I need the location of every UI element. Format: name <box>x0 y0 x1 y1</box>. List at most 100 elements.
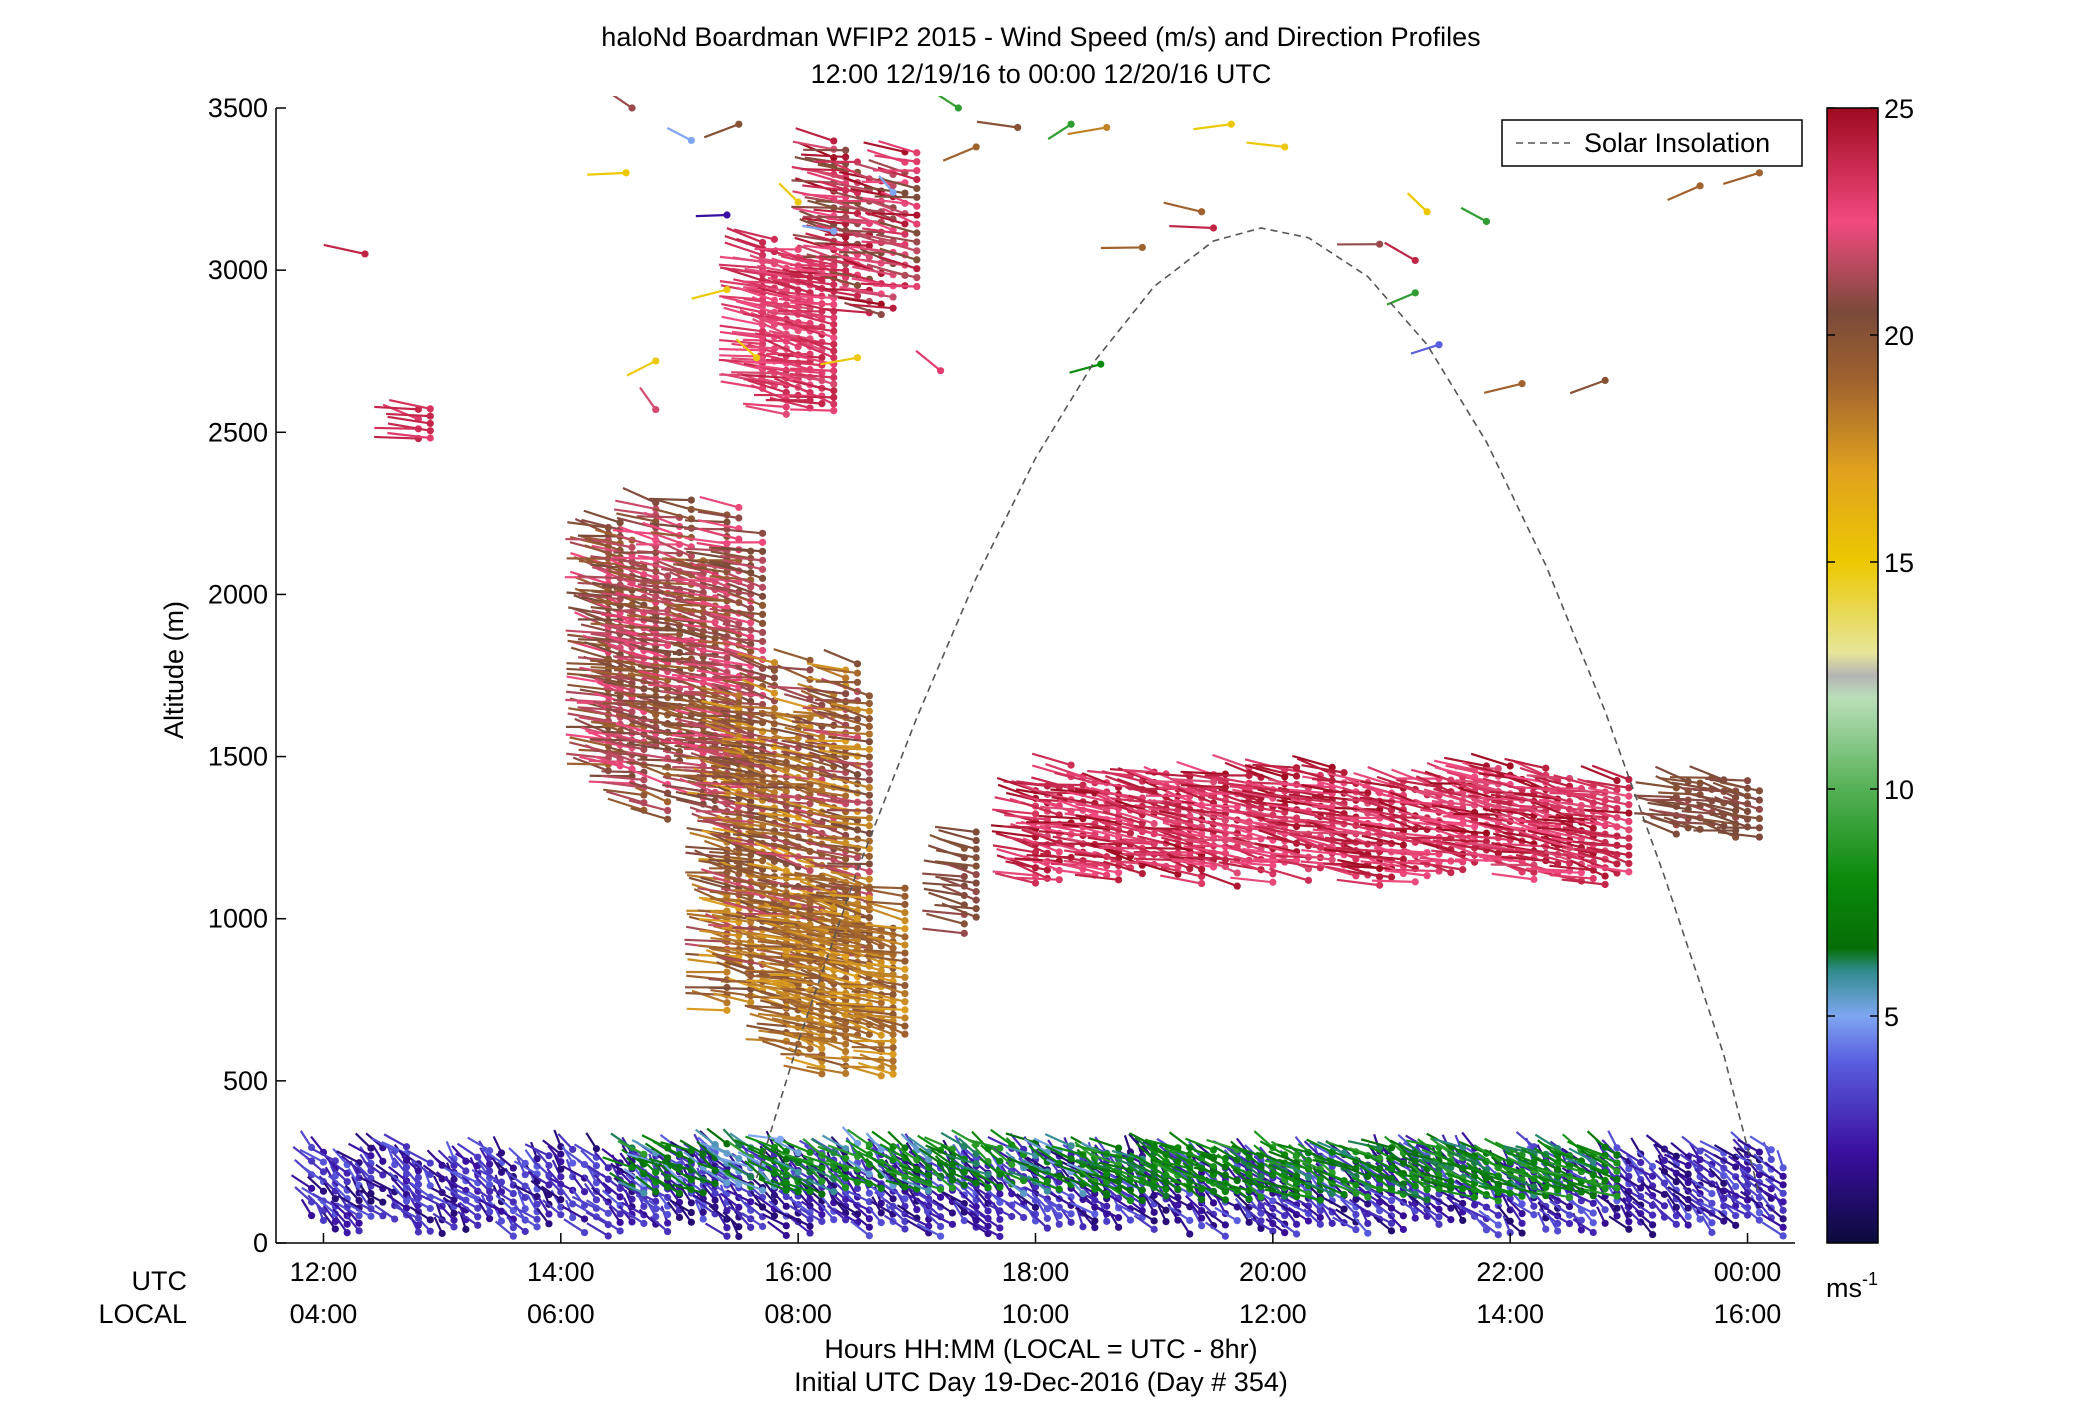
wind-barb-dot <box>972 1160 980 1168</box>
wind-barb-dot <box>569 1159 577 1167</box>
wind-barb-dot <box>806 1215 814 1224</box>
wind-barb-dot <box>723 1232 731 1240</box>
wind-barb-dot <box>1518 1219 1526 1227</box>
wind-barb-dot <box>1494 1221 1502 1229</box>
wind-barb-shaft <box>495 1152 515 1169</box>
wind-barb-dot <box>1494 1197 1502 1205</box>
wind-barb-dot <box>426 1227 434 1235</box>
wind-barb-dot <box>948 1209 957 1217</box>
wind-barb-dot <box>664 572 672 580</box>
wind-barb-dot <box>1613 1192 1621 1200</box>
wind-barb-dot <box>1613 1204 1621 1212</box>
wind-barb-dot <box>557 1203 565 1211</box>
wind-barb-dot <box>628 1195 636 1203</box>
wind-barb-dot <box>1103 1191 1111 1199</box>
wind-barb-shaft <box>549 1177 574 1192</box>
wind-barb-shaft <box>625 625 668 630</box>
wind-barb-dot <box>664 806 672 815</box>
wind-barb-dot <box>486 1160 494 1168</box>
wind-barb-shaft <box>649 497 692 502</box>
wind-barb-shaft <box>816 707 858 712</box>
wind-barb-dot <box>865 776 873 784</box>
wind-barb-dot <box>1637 1158 1645 1167</box>
wind-barb-dot <box>545 1152 553 1160</box>
wind-barb-dot <box>1565 1193 1574 1201</box>
wind-barb-dot <box>1755 1148 1763 1156</box>
wind-barb-shaft <box>563 1218 586 1234</box>
wind-barb-dot <box>414 1167 423 1175</box>
wind-barb-dot <box>1648 1211 1657 1219</box>
wind-barb-dot <box>925 1187 933 1195</box>
wind-barb-dot <box>865 783 873 792</box>
wind-barb-shaft <box>386 1193 408 1209</box>
wind-barb-dot <box>1660 1202 1669 1210</box>
wind-barb-dot <box>723 1224 731 1232</box>
wind-barb-shaft <box>923 1210 942 1228</box>
wind-barb-dot <box>782 1231 790 1240</box>
wind-barb-dot <box>616 1210 624 1218</box>
wind-barb-dot <box>853 724 862 733</box>
wind-barb-dot <box>379 1157 387 1165</box>
wind-barb-dot <box>331 1225 339 1233</box>
wind-barb-dot <box>1304 1173 1313 1181</box>
wind-barb-dot <box>818 1217 826 1225</box>
wind-barb-dot <box>723 1179 731 1187</box>
wind-barb-dot <box>984 1170 992 1179</box>
wind-barb-shaft <box>401 1155 420 1172</box>
wind-barb-dot <box>1613 1212 1621 1220</box>
wind-barb-dot <box>1150 1208 1158 1216</box>
wind-barb-shaft <box>916 1222 942 1238</box>
wind-barb-dot <box>367 1152 375 1160</box>
wind-barb-shaft <box>331 1182 348 1200</box>
wind-barb-dot <box>1340 1190 1348 1199</box>
wind-barb-shaft <box>508 1147 526 1165</box>
wind-barb-shaft <box>601 1189 621 1207</box>
wind-barb-dot <box>1732 1163 1740 1171</box>
wind-barb-dot <box>1411 1214 1419 1222</box>
wind-barb-dot <box>1779 1215 1787 1223</box>
wind-barb-dot <box>794 1168 802 1176</box>
wind-barb-shaft <box>337 1194 360 1210</box>
wind-barb-dot <box>758 601 767 609</box>
wind-barb-dot <box>996 1183 1004 1191</box>
wind-barb-dot <box>545 1181 553 1189</box>
wind-barb-shaft <box>1133 1207 1155 1222</box>
wind-barb-shaft <box>637 758 680 762</box>
wind-barb-dot <box>996 1190 1004 1198</box>
wind-barb-dot <box>1660 1156 1669 1165</box>
wind-barb-dot <box>1732 1221 1740 1229</box>
wind-barb-dot <box>830 1188 838 1196</box>
wind-barb-dot <box>1589 1192 1597 1200</box>
wind-barb-dot <box>1672 1220 1680 1228</box>
wind-barb-dot <box>723 1207 731 1215</box>
wind-barb-dot <box>379 1171 387 1179</box>
wind-barb-dot <box>1708 1228 1716 1237</box>
wind-barb-dot <box>1589 1199 1597 1207</box>
wind-barb-dot <box>1494 1211 1502 1219</box>
wind-barb-dot <box>402 1204 411 1212</box>
wind-barb-dot <box>1198 1214 1206 1222</box>
wind-barb-shaft <box>359 1202 384 1217</box>
wind-barb-dot <box>842 674 850 682</box>
wind-barb-dot <box>758 646 767 655</box>
wind-barb-dot <box>1684 1212 1692 1221</box>
wind-barb-shaft <box>904 1213 930 1228</box>
wind-barb-dot <box>1767 1146 1775 1154</box>
wind-barb-dot <box>747 1198 755 1206</box>
wind-barb-dot <box>699 1215 707 1223</box>
wind-barb-dot <box>865 814 873 822</box>
wind-barb-dot <box>865 692 873 700</box>
wind-barb-dot <box>1340 1205 1348 1213</box>
chart-title: haloNd Boardman WFIP2 2015 - Wind Speed … <box>601 22 1480 52</box>
wind-barb-dot <box>853 669 862 677</box>
wind-barb-shaft <box>648 1199 669 1216</box>
wind-barb-dot <box>402 1197 411 1205</box>
wind-barb-dot <box>1233 1216 1241 1225</box>
wind-barb-dot <box>331 1195 339 1203</box>
wind-barb-shaft <box>1094 1205 1120 1219</box>
wind-barb-shaft <box>741 1212 764 1228</box>
wind-barb-dot <box>723 1006 731 1014</box>
wind-barb-dot <box>1565 1219 1574 1228</box>
wind-barb-dot <box>414 1221 423 1229</box>
wind-barb-dot <box>735 514 743 522</box>
